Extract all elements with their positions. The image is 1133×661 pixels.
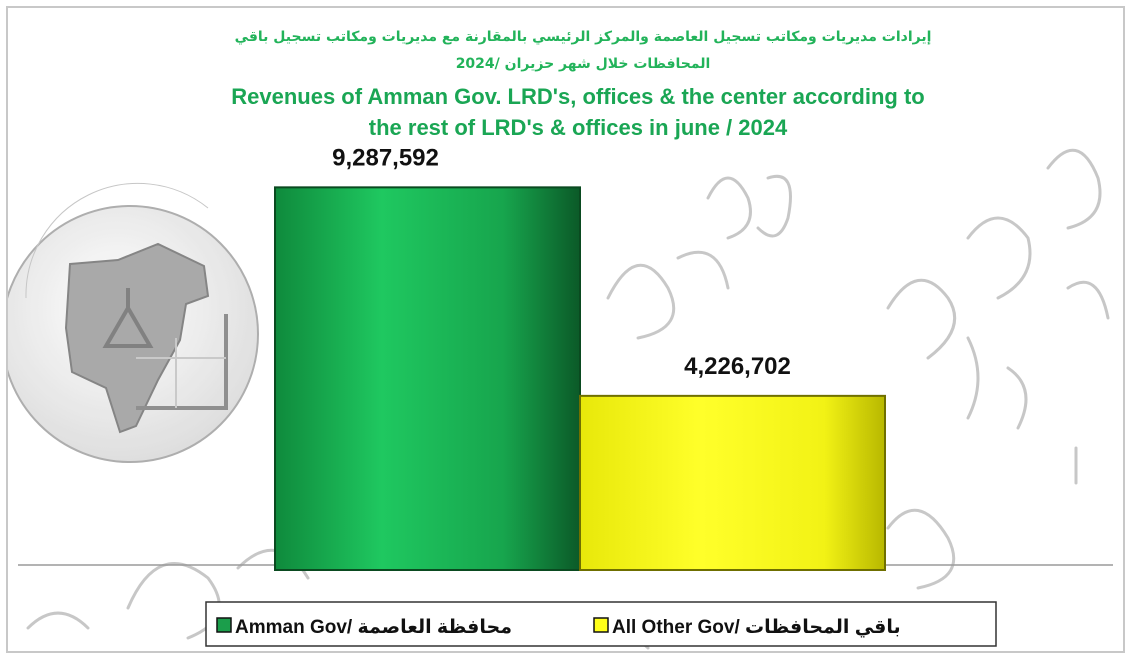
chart-frame: إيرادات مديريات ومكاتب تسجيل العاصمة وال…: [6, 6, 1125, 653]
title-ar-line-1: إيرادات مديريات ومكاتب تسجيل العاصمة وال…: [235, 29, 932, 45]
chart-title-english: Revenues of Amman Gov. LRD's, offices & …: [231, 84, 924, 140]
legend: Amman Gov/ محافظة العاصمة All Other Gov/…: [205, 601, 997, 647]
title-en-line-1: Revenues of Amman Gov. LRD's, offices & …: [231, 84, 924, 109]
legend-swatch-amman: [216, 617, 232, 633]
title-ar-line-2: المحافظات خلال شهر حزيران /2024: [456, 56, 711, 72]
legend-swatch-other: [593, 617, 609, 633]
legend-label-amman: Amman Gov/ محافظة العاصمة: [235, 617, 512, 638]
value-label-amman: 9,287,592: [332, 144, 439, 171]
value-label-other-gov: 4,226,702: [684, 353, 791, 380]
chart-title-arabic: إيرادات مديريات ومكاتب تسجيل العاصمة وال…: [235, 29, 932, 72]
bar-amman: [274, 186, 581, 572]
title-en-line-2: the rest of LRD's & offices in june / 20…: [369, 115, 788, 140]
legend-label-other: All Other Gov/ باقي المحافظات: [612, 617, 901, 638]
logo-watermark: [8, 182, 259, 463]
bar-chart: إيرادات مديريات ومكاتب تسجيل العاصمة وال…: [8, 29, 1113, 650]
bar-other-gov: [579, 394, 886, 571]
bars-group: 9,287,592 4,226,702: [274, 144, 886, 572]
